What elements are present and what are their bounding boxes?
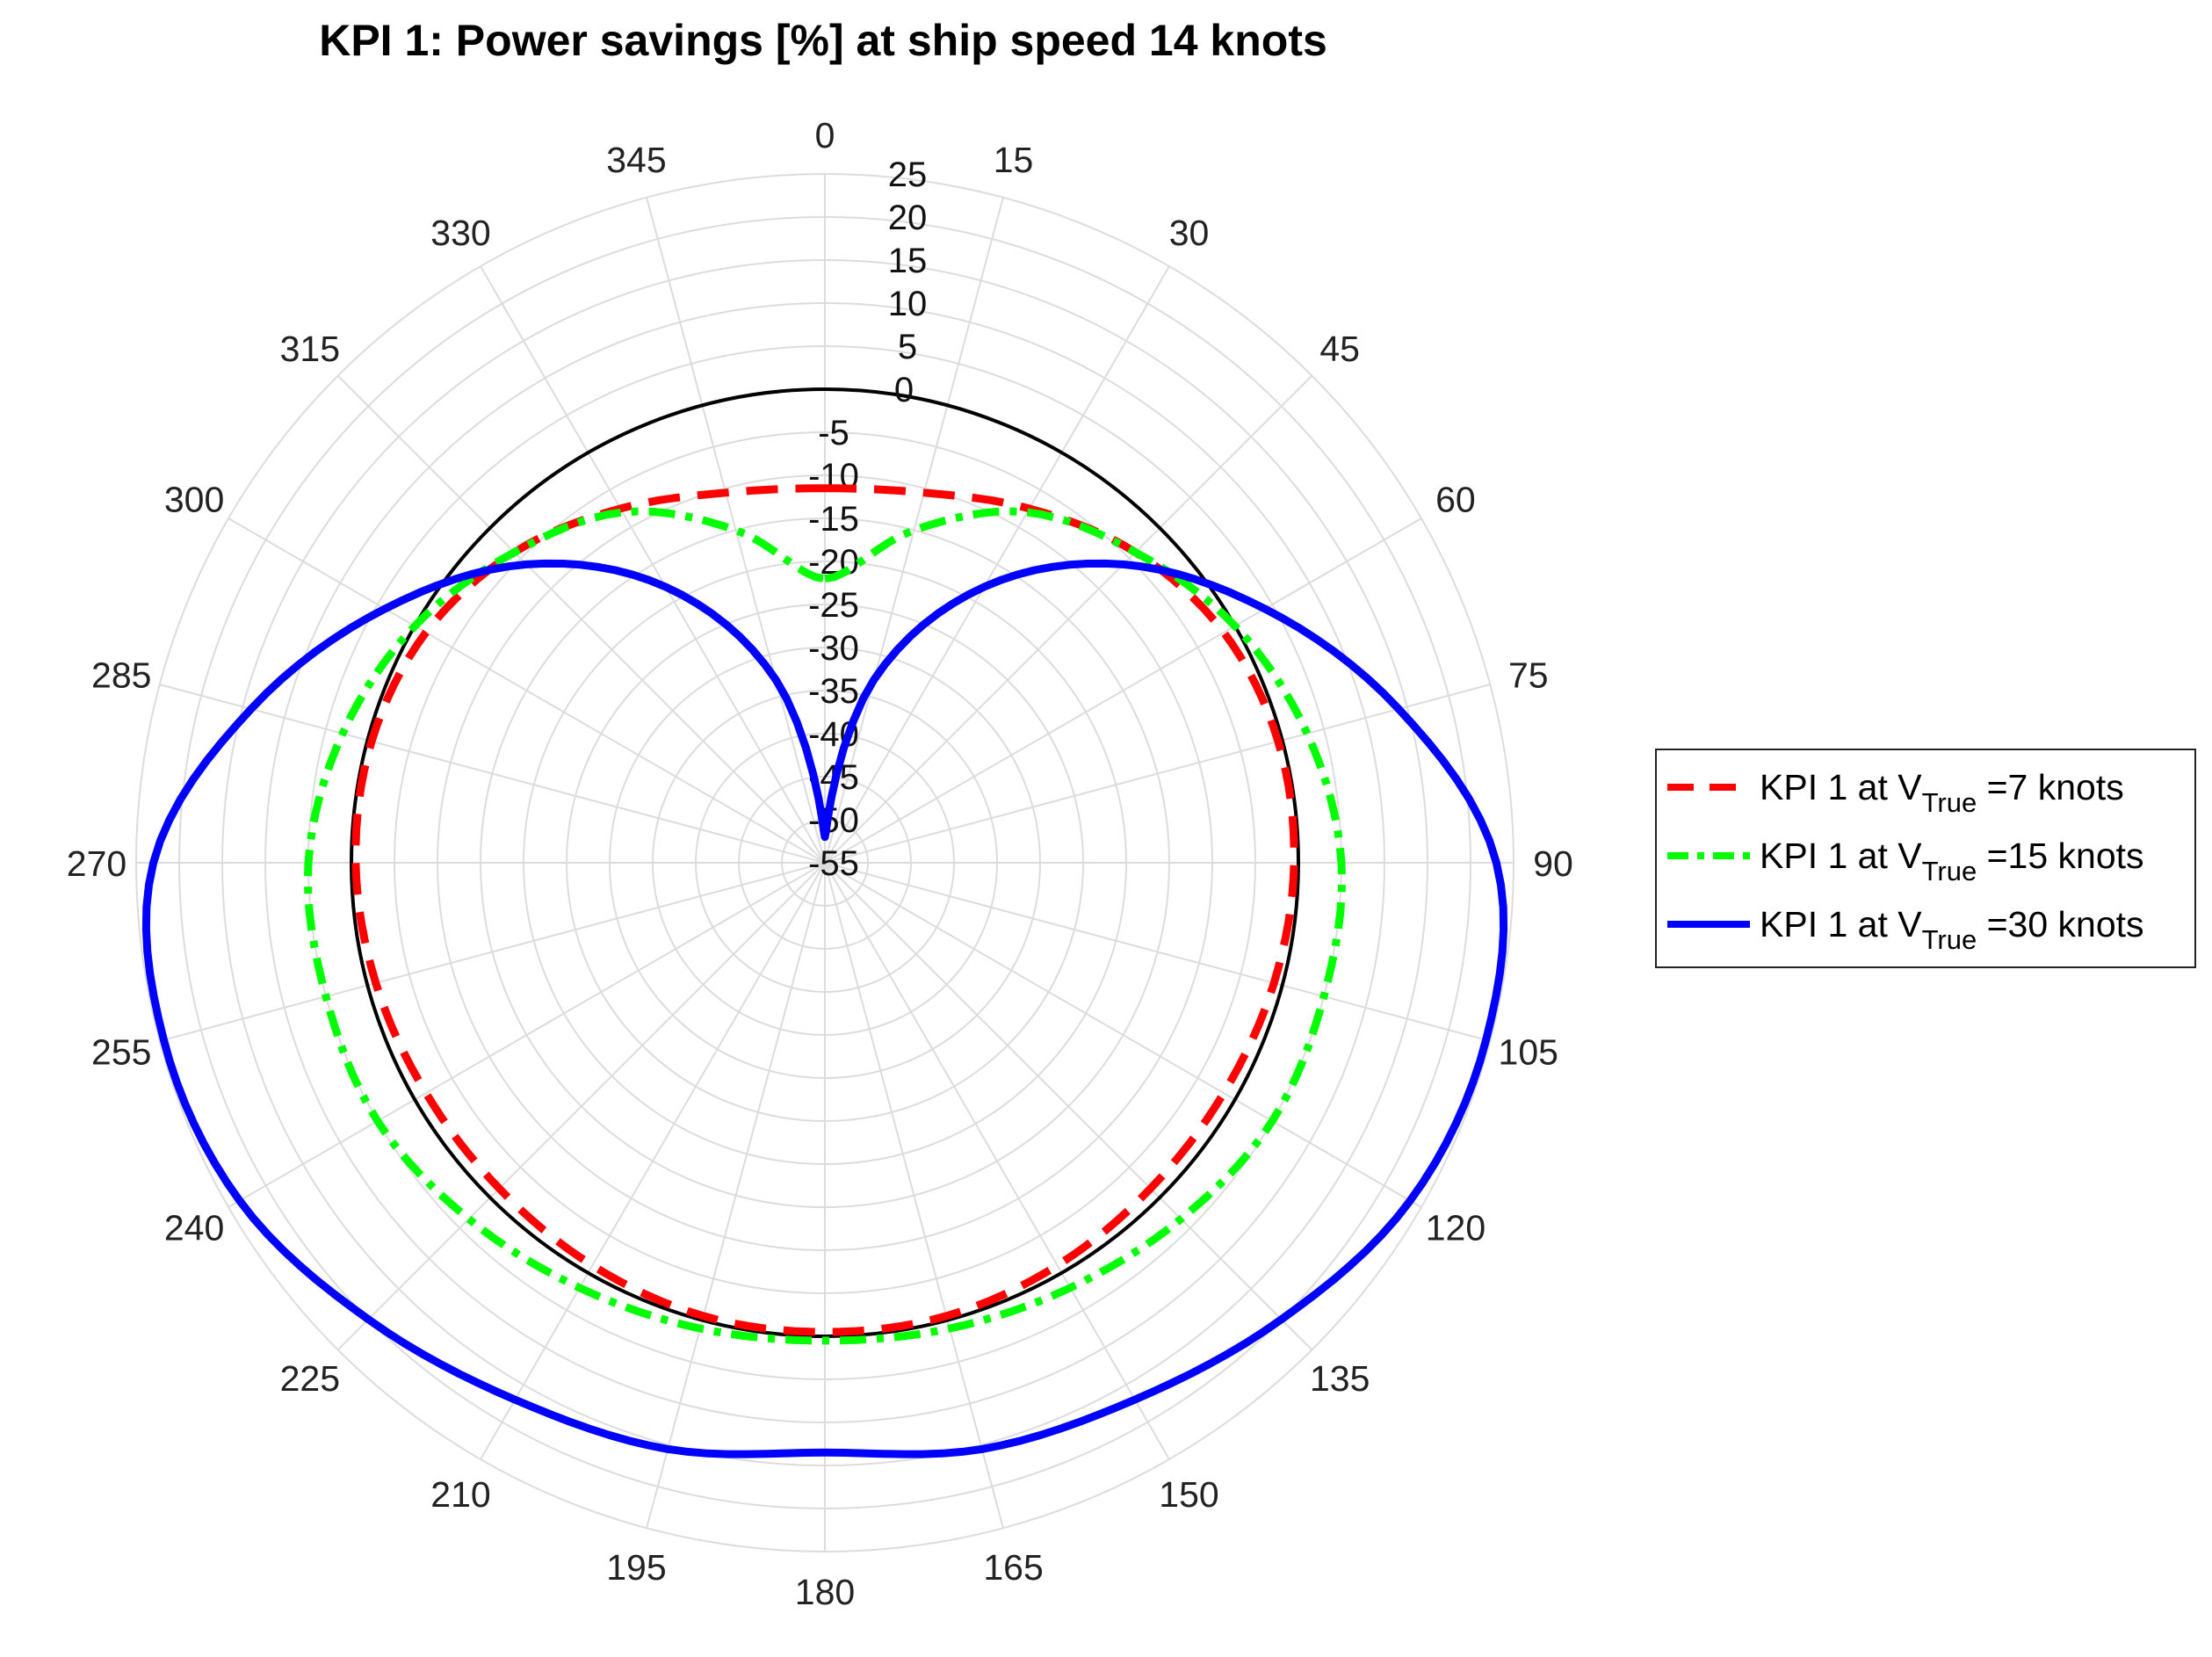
radial-tick-label: 20	[888, 199, 928, 237]
angle-tick-label: 60	[1435, 480, 1476, 520]
grid-spoke	[646, 862, 826, 1529]
radial-tick-labels: 2520151050-5-10-15-20-25-30-35-40-45-50-…	[808, 156, 927, 883]
angle-tick-label: 165	[983, 1547, 1043, 1588]
series-line	[303, 507, 1347, 1345]
polar-grid	[135, 173, 1514, 1552]
reference-circle-group	[350, 387, 1300, 1338]
series-line	[141, 559, 1508, 1458]
radial-tick-label: -30	[808, 629, 859, 668]
angle-tick-label: 225	[280, 1358, 340, 1399]
grid-spoke	[824, 862, 1491, 1042]
radial-tick-label: 10	[888, 285, 928, 323]
angle-tick-label: 75	[1508, 655, 1549, 695]
angle-tick-label: 315	[280, 329, 340, 369]
angle-tick-label: 45	[1319, 329, 1360, 369]
series-line	[351, 484, 1298, 1336]
grid-spoke	[824, 862, 1004, 1529]
radial-tick-label: 15	[888, 242, 928, 280]
angle-tick-label: 345	[606, 140, 666, 180]
data-series	[141, 484, 1508, 1458]
angle-tick-label: 150	[1159, 1474, 1218, 1515]
angle-tick-label: 15	[994, 140, 1034, 180]
grid-spoke	[480, 265, 826, 864]
grid-spoke	[824, 684, 1491, 864]
angle-tick-label: 90	[1533, 843, 1573, 884]
grid-spoke	[336, 862, 826, 1351]
grid-spoke	[159, 862, 826, 1042]
angle-tick-label: 180	[795, 1572, 855, 1612]
angle-tick-label: 30	[1169, 213, 1210, 253]
angle-tick-label: 285	[91, 655, 151, 695]
angle-tick-label: 135	[1310, 1358, 1370, 1399]
grid-spoke	[824, 862, 1170, 1460]
grid-spoke	[228, 862, 826, 1208]
radial-tick-label: -35	[808, 672, 859, 711]
radial-tick-label: 25	[888, 156, 928, 194]
legend-label: KPI 1 at VTrue =7 knots	[1760, 767, 2124, 818]
angle-tick-label: 0	[815, 115, 835, 156]
radial-tick-label: 5	[898, 328, 917, 366]
angle-tick-label: 195	[606, 1547, 666, 1588]
angle-tick-label: 210	[430, 1474, 490, 1515]
angle-tick-label: 255	[91, 1032, 151, 1073]
grid-spoke	[824, 862, 1313, 1351]
reference-circle	[350, 387, 1300, 1338]
angle-tick-labels: 0153045607590105120135150165180195210225…	[67, 115, 1573, 1612]
grid-spoke	[159, 684, 826, 864]
grid-spoke	[824, 265, 1170, 864]
grid-spoke	[824, 862, 1422, 1208]
radial-tick-label: -55	[808, 844, 859, 883]
angle-tick-label: 240	[164, 1208, 224, 1248]
angle-tick-label: 300	[164, 480, 224, 520]
radial-tick-label: -15	[808, 500, 859, 539]
grid-spoke	[824, 197, 1004, 864]
grid-spoke	[480, 862, 826, 1460]
legend: KPI 1 at VTrue =7 knots KPI 1 at VTrue =1…	[1655, 749, 2196, 968]
grid-spoke	[824, 517, 1422, 864]
grid-spoke	[824, 374, 1313, 864]
radial-tick-label: -25	[808, 586, 859, 625]
grid-spoke	[646, 197, 826, 864]
radial-tick-label: 0	[894, 371, 914, 409]
chart-title: KPI 1: Power savings [%] at ship speed 1…	[319, 16, 1327, 65]
angle-tick-label: 120	[1426, 1208, 1486, 1248]
grid-spoke	[228, 517, 826, 864]
angle-tick-label: 105	[1499, 1032, 1558, 1073]
radial-tick-label: -5	[818, 414, 849, 452]
angle-tick-label: 330	[430, 213, 490, 253]
legend-label: KPI 1 at VTrue =30 knots	[1760, 904, 2144, 955]
legend-label: KPI 1 at VTrue =15 knots	[1760, 836, 2144, 886]
angle-tick-label: 270	[67, 843, 127, 884]
grid-spoke	[336, 374, 826, 864]
